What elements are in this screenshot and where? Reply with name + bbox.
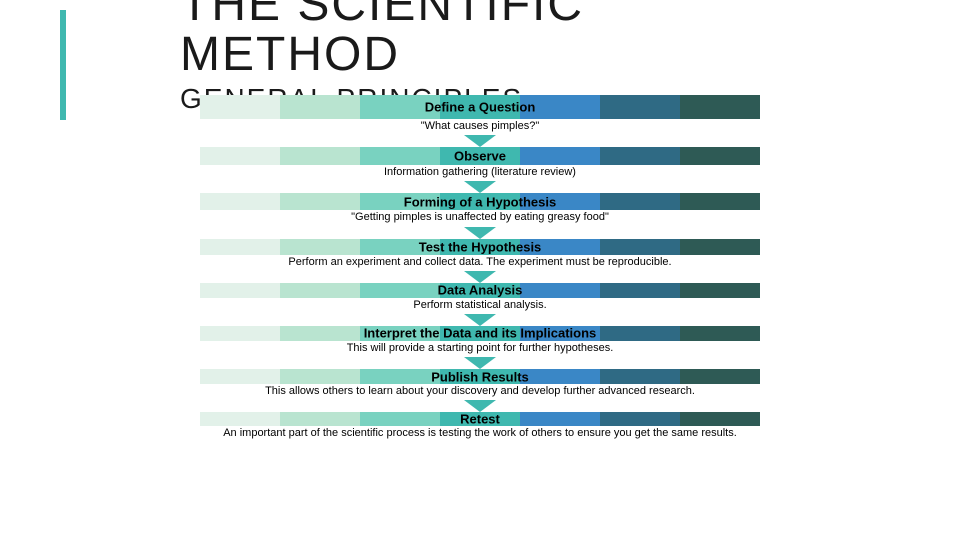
step-heading: Interpret the Data and its Implications bbox=[200, 326, 760, 341]
step-heading: Publish Results bbox=[200, 369, 760, 384]
step-bar: Publish Results bbox=[200, 369, 760, 384]
step-description: This allows others to learn about your d… bbox=[200, 384, 760, 398]
step-3: Forming of a Hypothesis"Getting pimples … bbox=[200, 193, 760, 224]
step-bar: Define a Question bbox=[200, 95, 760, 119]
step-heading: Forming of a Hypothesis bbox=[200, 194, 760, 209]
step-heading: Observe bbox=[200, 149, 760, 164]
step-5: Data AnalysisPerform statistical analysi… bbox=[200, 283, 760, 312]
step-description: An important part of the scientific proc… bbox=[200, 426, 760, 440]
step-heading: Define a Question bbox=[200, 100, 760, 115]
arrow-down-icon bbox=[200, 357, 760, 369]
step-description: "What causes pimples?" bbox=[200, 119, 760, 133]
step-bar: Observe bbox=[200, 147, 760, 165]
step-heading: Retest bbox=[200, 412, 760, 427]
step-bar: Test the Hypothesis bbox=[200, 239, 760, 255]
arrow-down-icon bbox=[200, 271, 760, 283]
arrow-down-icon bbox=[200, 135, 760, 147]
step-4: Test the HypothesisPerform an experiment… bbox=[200, 239, 760, 269]
step-7: Publish ResultsThis allows others to lea… bbox=[200, 369, 760, 398]
flow-diagram: Define a Question "What causes pimples?" O… bbox=[200, 95, 760, 443]
step-description: Information gathering (literature review… bbox=[200, 165, 760, 179]
step-bar: Data Analysis bbox=[200, 283, 760, 298]
step-8: RetestAn important part of the scientifi… bbox=[200, 412, 760, 440]
step-description: This will provide a starting point for f… bbox=[200, 341, 760, 355]
arrow-down-icon bbox=[200, 400, 760, 412]
arrow-down-icon bbox=[200, 181, 760, 193]
step-2: ObserveInformation gathering (literature… bbox=[200, 147, 760, 179]
step-1: Define a Question "What causes pimples?" bbox=[200, 95, 760, 133]
title-line-1: THE SCIENTIFIC bbox=[180, 0, 584, 30]
title-line-2: METHOD bbox=[180, 30, 584, 80]
arrow-down-icon bbox=[200, 227, 760, 239]
arrow-down-icon bbox=[200, 314, 760, 326]
step-heading: Test the Hypothesis bbox=[200, 239, 760, 254]
step-description: Perform statistical analysis. bbox=[200, 298, 760, 312]
step-bar: Retest bbox=[200, 412, 760, 426]
step-heading: Data Analysis bbox=[200, 283, 760, 298]
step-6: Interpret the Data and its ImplicationsT… bbox=[200, 326, 760, 355]
step-bar: Interpret the Data and its Implications bbox=[200, 326, 760, 341]
slide: THE SCIENTIFIC METHOD GENERAL PRINCIPLES… bbox=[0, 0, 960, 540]
step-description: "Getting pimples is unaffected by eating… bbox=[200, 210, 760, 224]
step-description: Perform an experiment and collect data. … bbox=[200, 255, 760, 269]
title-accent-bar bbox=[60, 10, 66, 120]
step-bar: Forming of a Hypothesis bbox=[200, 193, 760, 210]
